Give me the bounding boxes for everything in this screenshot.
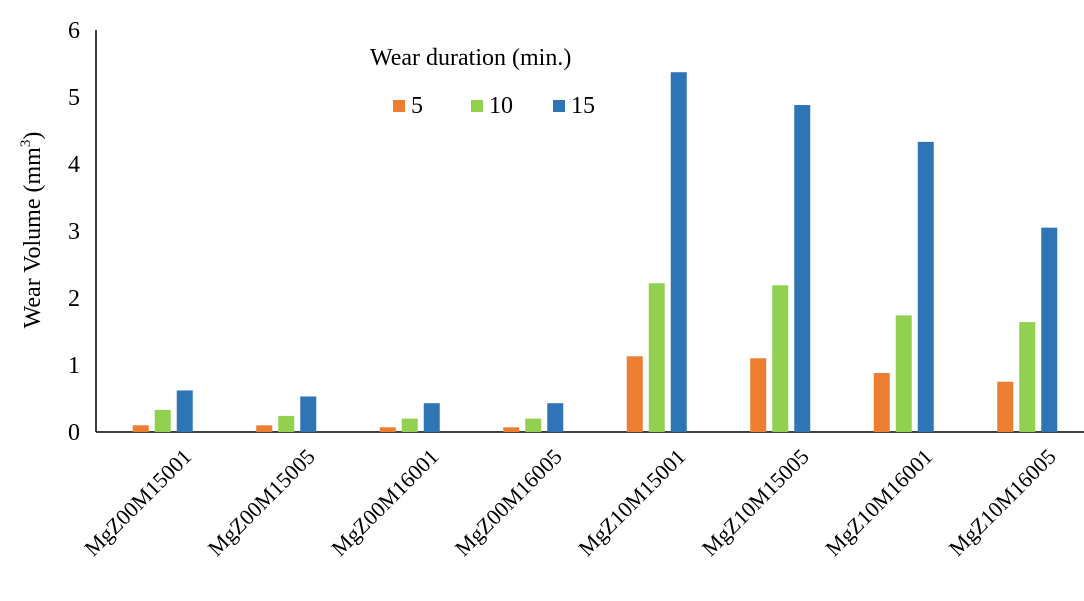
x-tick-label: MgZ10M15005: [697, 444, 814, 561]
legend-label-10: 10: [489, 93, 513, 119]
bar-MgZ10M16005-series-10: [1019, 322, 1036, 432]
bar-MgZ00M16001-series-15: [423, 403, 440, 432]
x-tick-labels: MgZ00M15001 MgZ00M15005 MgZ00M16001 MgZ00M1…: [79, 444, 1061, 561]
y-axis-label: Wear Volume (mm3): [18, 132, 46, 329]
bar-MgZ00M16005-series-5: [503, 427, 520, 432]
x-tick-label: MgZ10M16005: [944, 444, 1061, 561]
legend-title: Wear duration (min.): [370, 45, 571, 71]
y-tick-label: 2: [68, 286, 80, 312]
bar-MgZ10M16005-series-15: [1041, 227, 1058, 432]
y-tick-label: 0: [68, 420, 80, 446]
bars: [132, 72, 1058, 433]
y-tick-label: 3: [68, 219, 80, 245]
y-axis-label-superscript: 3: [18, 140, 34, 148]
bar-MgZ10M15001-series-10: [648, 283, 665, 432]
y-tick-label: 6: [68, 18, 80, 44]
legend-swatch-10: [471, 100, 483, 112]
bar-MgZ10M15005-series-10: [772, 285, 789, 432]
bar-MgZ10M15005-series-15: [794, 105, 811, 432]
y-tick-label: 1: [68, 353, 80, 379]
bar-MgZ00M15005-series-10: [278, 415, 295, 432]
bar-MgZ10M16001-series-10: [895, 315, 912, 432]
bar-MgZ00M15005-series-15: [300, 396, 317, 432]
bar-MgZ00M16001-series-5: [379, 427, 396, 432]
y-axis-label-main: Wear Volume (mm: [20, 147, 46, 328]
bar-MgZ10M16005-series-5: [997, 381, 1014, 432]
x-tick-label: MgZ00M16005: [450, 444, 567, 561]
axes: [95, 30, 1084, 433]
bar-MgZ10M15005-series-5: [750, 358, 767, 432]
bar-MgZ00M15001-series-15: [176, 390, 193, 432]
bar-MgZ00M16005-series-15: [547, 403, 564, 432]
legend-swatch-5: [393, 100, 405, 112]
bar-MgZ10M16001-series-15: [917, 141, 934, 432]
y-axis-label-suffix: ): [20, 132, 46, 140]
x-tick-label: MgZ00M15001: [79, 444, 196, 561]
bar-MgZ10M16001-series-5: [873, 373, 890, 432]
legend: Wear duration (min.) 5 10 15: [370, 45, 595, 119]
bar-MgZ00M15005-series-5: [256, 425, 273, 432]
x-tick-label: MgZ10M16001: [820, 444, 937, 561]
bar-MgZ00M15001-series-5: [132, 425, 149, 432]
legend-swatch-15: [553, 100, 565, 112]
bar-MgZ00M15001-series-10: [154, 409, 171, 432]
y-tick-label: 5: [68, 85, 80, 111]
y-tick-label: 4: [68, 152, 80, 178]
x-tick-label: MgZ00M16001: [326, 444, 443, 561]
bar-MgZ00M16001-series-10: [401, 418, 418, 432]
bar-MgZ00M16005-series-10: [525, 418, 542, 432]
y-tick-labels: 0 1 2 3 4 5 6: [68, 18, 80, 446]
legend-label-15: 15: [571, 93, 595, 119]
bar-MgZ10M15001-series-5: [626, 356, 643, 432]
x-tick-label: MgZ00M15005: [203, 444, 320, 561]
legend-label-5: 5: [411, 93, 423, 119]
x-tick-label: MgZ10M15001: [573, 444, 690, 561]
bar-MgZ10M15001-series-15: [670, 72, 687, 433]
